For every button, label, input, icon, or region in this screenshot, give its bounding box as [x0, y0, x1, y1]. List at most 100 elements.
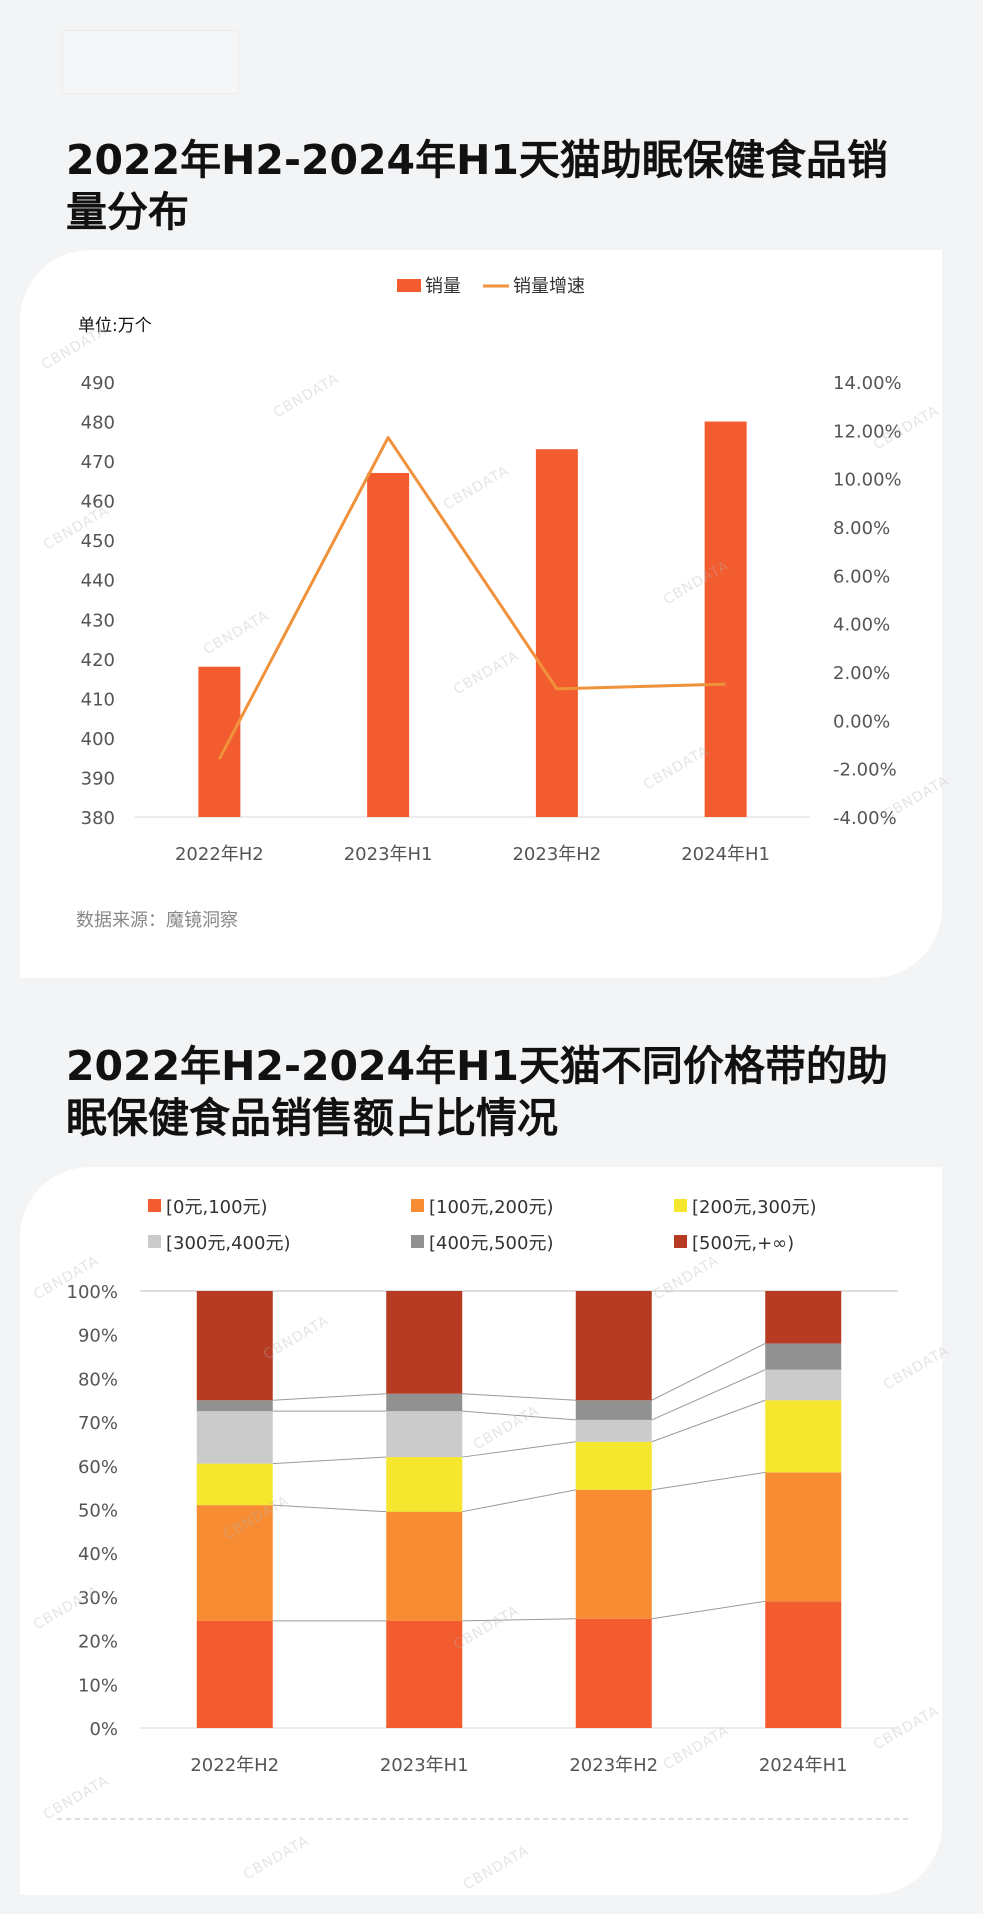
x-axis-tick: 2023年H2 [512, 844, 601, 865]
growth-rate-line [218, 436, 726, 760]
stack-segment-1-3 [765, 1472, 842, 1602]
x-axis-tick: 2024年H1 [681, 844, 770, 865]
legend-label-growth: 销量增速 [513, 276, 585, 297]
stack-segment-3-0 [196, 1411, 273, 1464]
series-connector [462, 1441, 576, 1458]
series-connector [651, 1399, 766, 1443]
stack-segment-3-3 [765, 1369, 842, 1401]
legend-swatch-3 [148, 1235, 161, 1248]
stack-segment-4-3 [765, 1343, 842, 1370]
data-source: 数据来源：魔镜洞察 [76, 910, 238, 931]
stack-segment-5-2 [575, 1291, 652, 1401]
series-connector [651, 1471, 766, 1491]
y2-axis-tick: 2.00% [833, 663, 890, 684]
stack-segment-4-0 [196, 1400, 273, 1412]
y-axis-tick: 80% [78, 1369, 118, 1390]
legend-label-2: [200元,300元) [692, 1197, 816, 1218]
legend-label-4: [400元,500元) [429, 1233, 553, 1254]
chart1-title: 2022年H2-2024年H1天猫助眠保健食品销量分布 [66, 136, 888, 236]
y2-axis-tick: 8.00% [833, 518, 890, 539]
stack-segment-0-0 [196, 1620, 273, 1728]
y-axis-tick: 400 [81, 729, 115, 750]
y-axis-tick: 10% [78, 1675, 118, 1696]
y-axis-tick: 30% [78, 1588, 118, 1609]
y-axis-tick: 50% [78, 1501, 118, 1522]
x-axis-tick: 2023年H1 [344, 844, 433, 865]
y-axis-tick: 70% [78, 1413, 118, 1434]
stack-segment-5-1 [386, 1291, 463, 1394]
y-axis-tick: 0% [89, 1719, 118, 1740]
y-axis-tick: 90% [78, 1326, 118, 1347]
stack-segment-5-0 [196, 1291, 273, 1401]
x-axis-tick: 2022年H2 [175, 844, 264, 865]
legend-swatch-sales [397, 279, 421, 292]
bar-sales-2 [535, 449, 578, 817]
x-axis-tick: 2023年H2 [569, 1755, 658, 1776]
legend-label-3: [300元,400元) [166, 1233, 290, 1254]
legend-label-5: [500元,+∞) [692, 1233, 794, 1254]
series-connector [651, 1600, 766, 1620]
y-axis-tick: 430 [81, 610, 115, 631]
y2-axis-tick: 14.00% [833, 373, 902, 394]
y-axis-tick: 490 [81, 373, 115, 394]
legend-label-sales: 销量 [425, 276, 461, 297]
y-axis-tick: 100% [67, 1282, 118, 1303]
y2-axis-tick: 6.00% [833, 566, 890, 587]
y-axis-tick: 420 [81, 650, 115, 671]
unit-label: 单位:万个 [78, 316, 152, 336]
y2-axis-tick: 0.00% [833, 711, 890, 732]
y-axis-tick: 480 [81, 413, 115, 434]
stack-segment-1-1 [386, 1511, 463, 1621]
x-axis-tick: 2022年H2 [190, 1755, 279, 1776]
legend-swatch-2 [674, 1199, 687, 1212]
legend-swatch-5 [674, 1235, 687, 1248]
legend-swatch-4 [411, 1235, 424, 1248]
x-axis-tick: 2023年H1 [380, 1755, 469, 1776]
stack-segment-5-3 [765, 1291, 842, 1344]
y-axis-tick: 470 [81, 452, 115, 473]
stack-segment-3-2 [575, 1419, 652, 1442]
series-connector [651, 1342, 766, 1401]
stack-segment-4-2 [575, 1400, 652, 1420]
stack-segment-2-2 [575, 1441, 652, 1490]
y2-axis-tick: 4.00% [833, 615, 890, 636]
legend-label-1: [100元,200元) [429, 1197, 553, 1218]
stack-segment-1-2 [575, 1489, 652, 1619]
y-axis-tick: 380 [81, 808, 115, 829]
stack-segment-0-3 [765, 1601, 842, 1728]
series-connector [462, 1410, 576, 1421]
y-axis-tick: 440 [81, 571, 115, 592]
y-axis-tick: 460 [81, 492, 115, 513]
stack-segment-0-1 [386, 1620, 463, 1728]
y-axis-tick: 410 [81, 689, 115, 710]
series-connector [462, 1489, 576, 1513]
series-connector [462, 1618, 576, 1622]
series-connector [272, 1504, 387, 1513]
y-axis-tick: 20% [78, 1632, 118, 1653]
series-connector [651, 1369, 766, 1421]
stack-segment-4-1 [386, 1393, 463, 1412]
chart2-card: [0元,100元) [100元,200元) [200元,300元) [300元,400… [20, 1167, 942, 1895]
y-axis-tick: 40% [78, 1544, 118, 1565]
series-connector [272, 1456, 387, 1465]
stack-segment-1-0 [196, 1505, 273, 1621]
y-axis-tick: 390 [81, 768, 115, 789]
series-connector [462, 1393, 576, 1401]
legend-label-0: [0元,100元) [166, 1197, 268, 1218]
legend-swatch-0 [148, 1199, 161, 1212]
stack-segment-3-1 [386, 1411, 463, 1458]
chart2-title: 2022年H2-2024年H1天猫不同价格带的助眠保健食品销售额占比情况 [66, 1042, 888, 1142]
legend-swatch-1 [411, 1199, 424, 1212]
stack-segment-0-2 [575, 1618, 652, 1728]
chart1-card: 销量 销量增速 单位:万个 490 480 470 460 450 440 430 420 410 40… [20, 250, 942, 978]
brand-logo [62, 30, 239, 94]
y2-axis-tick: -2.00% [833, 760, 897, 781]
stack-segment-2-0 [196, 1463, 273, 1506]
y2-axis-tick: -4.00% [833, 808, 897, 829]
x-axis-tick: 2024年H1 [759, 1755, 848, 1776]
bar-sales-0 [198, 666, 241, 817]
bar-sales-1 [367, 472, 410, 817]
y2-axis-tick: 12.00% [833, 421, 902, 442]
series-connector [272, 1393, 387, 1401]
